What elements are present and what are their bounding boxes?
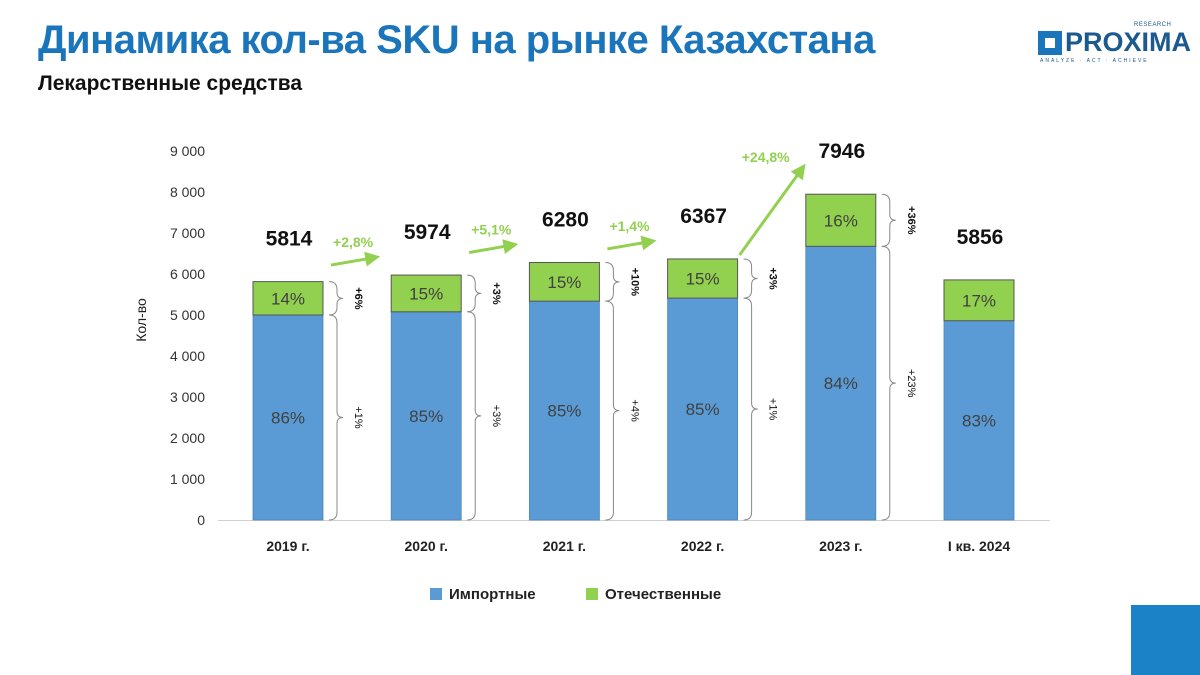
y-tick-label: 0: [197, 512, 205, 528]
bar-imported: [529, 300, 600, 521]
share-label-imported: 83%: [962, 411, 996, 430]
domestic-growth-label: +3%: [767, 267, 779, 290]
share-label-imported: 85%: [547, 402, 581, 421]
y-tick-label: 7 000: [170, 225, 205, 241]
y-tick-label: 9 000: [170, 143, 205, 159]
y-axis-title: Кол-во: [133, 298, 149, 342]
domestic-growth-label: +3%: [490, 282, 502, 305]
growth-label: +2,8%: [333, 234, 374, 250]
y-tick-label: 2 000: [170, 430, 205, 446]
import-growth-label: +23%: [905, 369, 917, 398]
page-title: Динамика кол-ва SKU на рынке Казахстана: [38, 18, 875, 62]
bar-domestic: [390, 274, 462, 313]
legend-swatch-domestic: [586, 588, 598, 600]
brace-imported: [881, 245, 896, 521]
bar-imported: [667, 297, 738, 521]
y-tick-label: 8 000: [170, 184, 205, 200]
domestic-growth-label: +36%: [905, 206, 917, 235]
import-growth-label: +1%: [352, 406, 364, 429]
logo-square-icon: [1038, 31, 1062, 55]
legend-item-imported: Импортные: [430, 584, 536, 604]
bar-domestic: [805, 193, 877, 247]
share-label-imported: 85%: [409, 407, 443, 426]
domestic-growth-label: +10%: [628, 268, 640, 297]
growth-arrow: [738, 163, 806, 256]
page-subtitle: Лекарственные средства: [38, 72, 303, 95]
logo-research-text: RESEARCH: [1134, 22, 1172, 28]
y-tick-label: 6 000: [170, 266, 205, 282]
y-tick-label: 3 000: [170, 389, 205, 405]
legend-swatch-imported: [430, 588, 442, 600]
y-tick-label: 4 000: [170, 348, 205, 364]
category-label: 2021 г.: [543, 538, 586, 554]
category-label: 2020 г.: [405, 538, 448, 554]
share-label-domestic: 15%: [409, 284, 443, 303]
brace-imported: [328, 314, 344, 521]
category-label: 2019 г.: [266, 538, 309, 554]
total-label: 5814: [266, 228, 313, 251]
bar-domestic: [667, 258, 739, 299]
import-growth-label: +1%: [767, 398, 779, 421]
total-label: 5856: [957, 226, 1004, 249]
share-label-imported: 84%: [824, 374, 858, 393]
import-growth-label: +3%: [490, 405, 502, 428]
total-label: 6367: [680, 205, 727, 228]
brace-imported: [605, 300, 620, 521]
legend-label-imported: Импортные: [449, 585, 536, 603]
logo-tagline: ANALYZE · ACT · ACHIEVE: [1040, 58, 1149, 64]
legend-label-domestic: Отечественные: [605, 585, 722, 603]
total-label: 7946: [818, 140, 865, 163]
y-tick-label: 1 000: [170, 471, 205, 487]
share-label-imported: 86%: [271, 409, 305, 428]
corner-accent-block: [1131, 605, 1200, 675]
growth-label: +5,1%: [471, 222, 512, 238]
share-label-domestic: 15%: [686, 270, 720, 289]
bar-imported: [252, 314, 324, 521]
bar-imported: [943, 320, 1015, 521]
brace-imported: [743, 297, 758, 521]
total-label: 5974: [404, 221, 451, 244]
growth-arrow: [468, 239, 519, 254]
category-label: 2023 г.: [819, 538, 862, 554]
bar-domestic: [528, 262, 600, 302]
share-label-domestic: 15%: [547, 273, 581, 292]
brace-domestic: [605, 262, 620, 302]
brace-domestic: [743, 258, 758, 299]
domestic-growth-label: +6%: [352, 287, 364, 310]
legend-item-domestic: Отечественные: [586, 584, 721, 604]
category-label: I кв. 2024: [948, 538, 1011, 554]
import-growth-label: +4%: [628, 399, 640, 422]
chart-legend: Импортные Отечественные: [0, 584, 1200, 604]
share-label-domestic: 16%: [824, 211, 858, 230]
total-label: 6280: [542, 209, 589, 232]
proxima-logo: PROXIMA RESEARCH ANALYZE · ACT · ACHIEVE: [1038, 22, 1191, 64]
share-label-imported: 85%: [686, 400, 720, 419]
bar-domestic: [943, 279, 1015, 322]
y-tick-label: 5 000: [170, 307, 205, 323]
growth-arrow: [330, 251, 381, 267]
bar-imported: [390, 311, 462, 521]
logo-wordmark: PROXIMA: [1065, 27, 1192, 57]
growth-arrow: [607, 235, 657, 251]
category-label: 2022 г.: [681, 538, 724, 554]
share-label-domestic: 14%: [271, 289, 305, 308]
bar-domestic: [252, 281, 324, 316]
growth-label: +1,4%: [609, 218, 650, 234]
brace-domestic: [467, 274, 482, 313]
brace-domestic: [881, 193, 896, 247]
brace-domestic: [328, 281, 344, 316]
bar-imported: [805, 245, 877, 521]
growth-label: +24,8%: [742, 149, 790, 165]
brace-imported: [467, 311, 482, 521]
share-label-domestic: 17%: [962, 291, 996, 310]
